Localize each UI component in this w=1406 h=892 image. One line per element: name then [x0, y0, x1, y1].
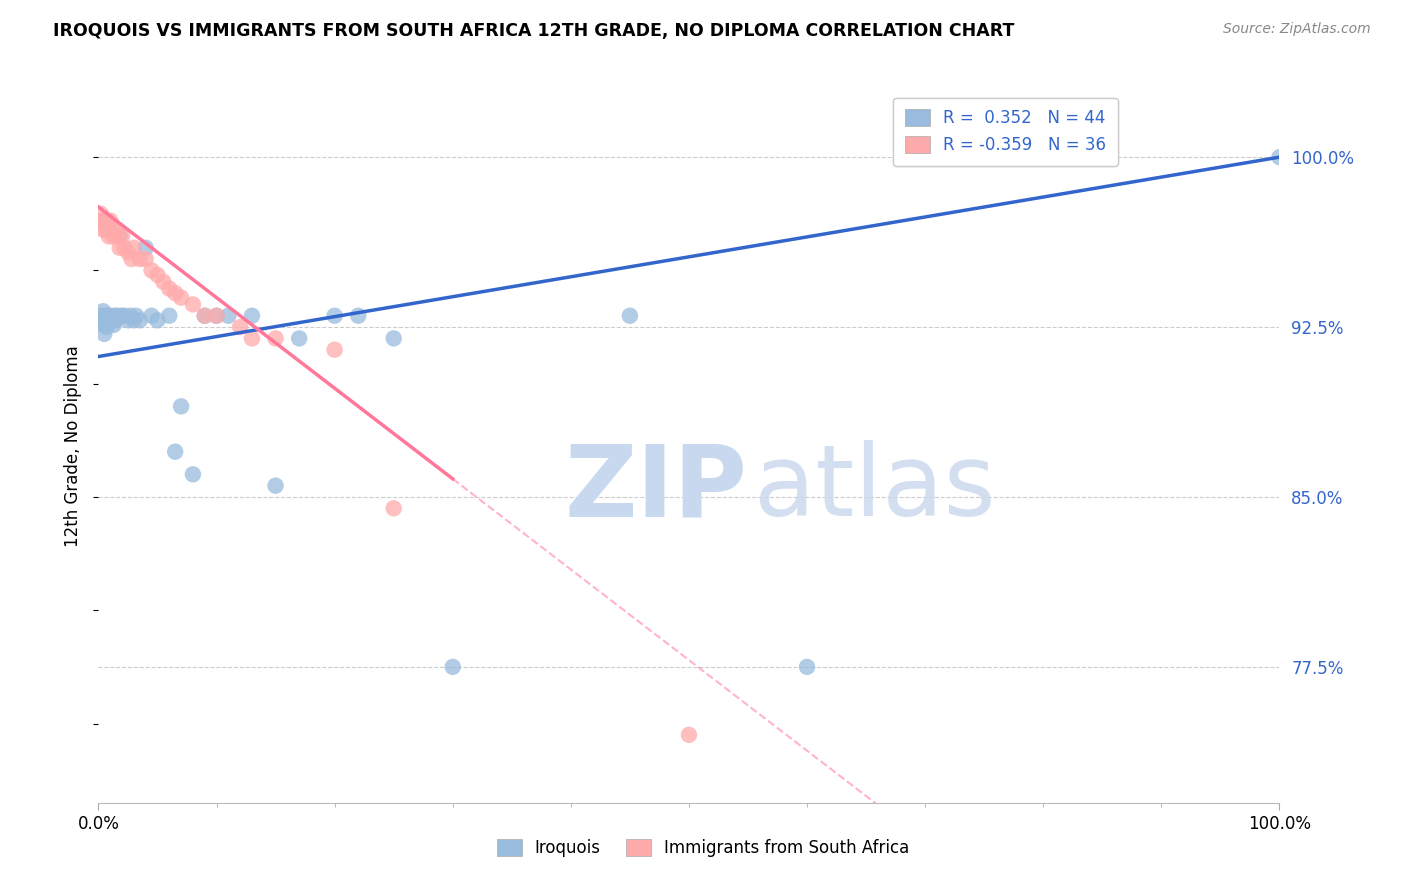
Point	[229, 320, 252, 334]
Point	[108, 241, 131, 255]
Point	[91, 222, 114, 236]
Point	[347, 309, 370, 323]
Point	[264, 478, 287, 492]
Point	[1268, 150, 1291, 164]
Text: ZIP: ZIP	[565, 441, 748, 537]
Point	[157, 309, 180, 323]
Point	[98, 213, 121, 227]
Point	[96, 320, 118, 334]
Point	[90, 309, 112, 323]
Point	[181, 297, 204, 311]
Point	[382, 331, 405, 345]
Point	[103, 229, 125, 244]
Point	[117, 245, 139, 260]
Point	[121, 252, 143, 266]
Point	[382, 501, 405, 516]
Point	[135, 252, 157, 266]
Point	[170, 400, 193, 414]
Point	[94, 222, 117, 236]
Point	[678, 728, 700, 742]
Point	[165, 286, 187, 301]
Point	[146, 313, 169, 327]
Point	[98, 309, 121, 323]
Point	[122, 313, 145, 327]
Point	[240, 309, 263, 323]
Point	[146, 268, 169, 282]
Point	[120, 309, 142, 323]
Point	[619, 309, 641, 323]
Point	[90, 207, 112, 221]
Point	[111, 229, 134, 244]
Point	[91, 313, 114, 327]
Point	[181, 467, 204, 482]
Point	[288, 331, 311, 345]
Point	[141, 263, 163, 277]
Point	[104, 309, 127, 323]
Point	[94, 309, 117, 323]
Point	[103, 318, 125, 332]
Point	[105, 313, 128, 327]
Point	[240, 331, 263, 345]
Point	[112, 241, 135, 255]
Text: IROQUOIS VS IMMIGRANTS FROM SOUTH AFRICA 12TH GRADE, NO DIPLOMA CORRELATION CHAR: IROQUOIS VS IMMIGRANTS FROM SOUTH AFRICA…	[53, 22, 1015, 40]
Point	[205, 309, 228, 323]
Point	[796, 660, 818, 674]
Point	[107, 229, 129, 244]
Point	[91, 304, 114, 318]
Point	[135, 241, 157, 255]
Point	[93, 318, 115, 332]
Point	[128, 313, 150, 327]
Point	[105, 309, 128, 323]
Point	[111, 309, 134, 323]
Point	[141, 309, 163, 323]
Y-axis label: 12th Grade, No Diploma: 12th Grade, No Diploma	[65, 345, 83, 547]
Point	[205, 309, 228, 323]
Point	[152, 275, 174, 289]
Point	[170, 291, 193, 305]
Point	[108, 229, 131, 244]
Point	[96, 313, 118, 327]
Point	[101, 313, 124, 327]
Point	[91, 213, 114, 227]
Point	[98, 313, 121, 327]
Point	[112, 309, 135, 323]
Point	[105, 222, 128, 236]
Point	[97, 309, 120, 323]
Point	[194, 309, 217, 323]
Point	[93, 326, 115, 341]
Point	[125, 309, 148, 323]
Point	[128, 252, 150, 266]
Legend: R =  0.352   N = 44, R = -0.359   N = 36: R = 0.352 N = 44, R = -0.359 N = 36	[893, 97, 1118, 166]
Point	[194, 309, 217, 323]
Point	[441, 660, 464, 674]
Point	[165, 444, 187, 458]
Point	[96, 213, 118, 227]
Point	[101, 222, 124, 236]
Point	[217, 309, 239, 323]
Point	[93, 213, 115, 227]
Point	[97, 222, 120, 236]
Point	[264, 331, 287, 345]
Point	[98, 229, 121, 244]
Point	[323, 309, 346, 323]
Point	[157, 281, 180, 295]
Point	[117, 313, 139, 327]
Point	[323, 343, 346, 357]
Text: Source: ZipAtlas.com: Source: ZipAtlas.com	[1223, 22, 1371, 37]
Point	[122, 241, 145, 255]
Legend: Iroquois, Immigrants from South Africa: Iroquois, Immigrants from South Africa	[489, 832, 917, 864]
Text: atlas: atlas	[754, 441, 995, 537]
